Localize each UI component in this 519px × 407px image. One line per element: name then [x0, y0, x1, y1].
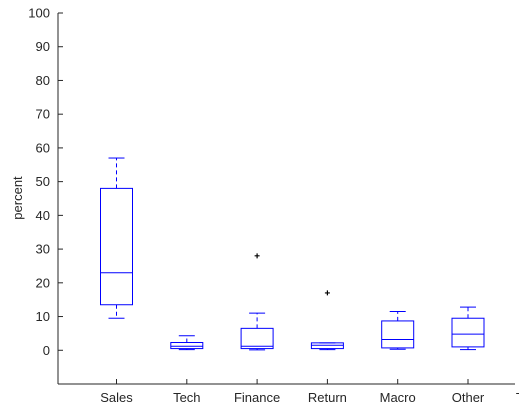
x-tick-label-3: Return: [308, 390, 347, 405]
x-tick-label-5: Other: [452, 390, 485, 405]
y-tick-label-90: 90: [36, 39, 50, 54]
y-tick-label-60: 60: [36, 140, 50, 155]
y-axis-label: percent: [10, 176, 25, 220]
x-tick-label-6: Total R²: [516, 390, 519, 405]
box-5-iqr-rect: [451, 317, 485, 348]
box-2-outlier-0: [254, 253, 260, 259]
y-tick-label-30: 30: [36, 242, 50, 257]
y-tick-label-40: 40: [36, 208, 50, 223]
y-tick-label-10: 10: [36, 309, 50, 324]
box-3-outlier-0: [324, 290, 330, 296]
y-tick-label-20: 20: [36, 275, 50, 290]
y-tick-label-100: 100: [28, 6, 50, 21]
plot-area: 0 10 20 30 40 50 60 70 80 90 100 Sales Tech Finance Re…: [28, 6, 519, 406]
x-tick-label-1: Tech: [173, 390, 200, 405]
y-tick-label-50: 50: [36, 174, 50, 189]
x-tick-label-0: Sales: [100, 390, 133, 405]
box-4-iqr-rect: [381, 320, 415, 349]
y-tick-label-70: 70: [36, 107, 50, 122]
y-tick-label-0: 0: [43, 343, 50, 358]
y-tick-label-80: 80: [36, 73, 50, 88]
box-1-iqr-rect: [170, 342, 204, 350]
box-3-iqr-rect: [310, 342, 344, 350]
x-tick-label-4: Macro: [380, 390, 416, 405]
x-tick-label-2: Finance: [234, 390, 280, 405]
box-2-iqr-rect: [240, 327, 274, 350]
box-0-iqr-rect: [100, 187, 133, 306]
